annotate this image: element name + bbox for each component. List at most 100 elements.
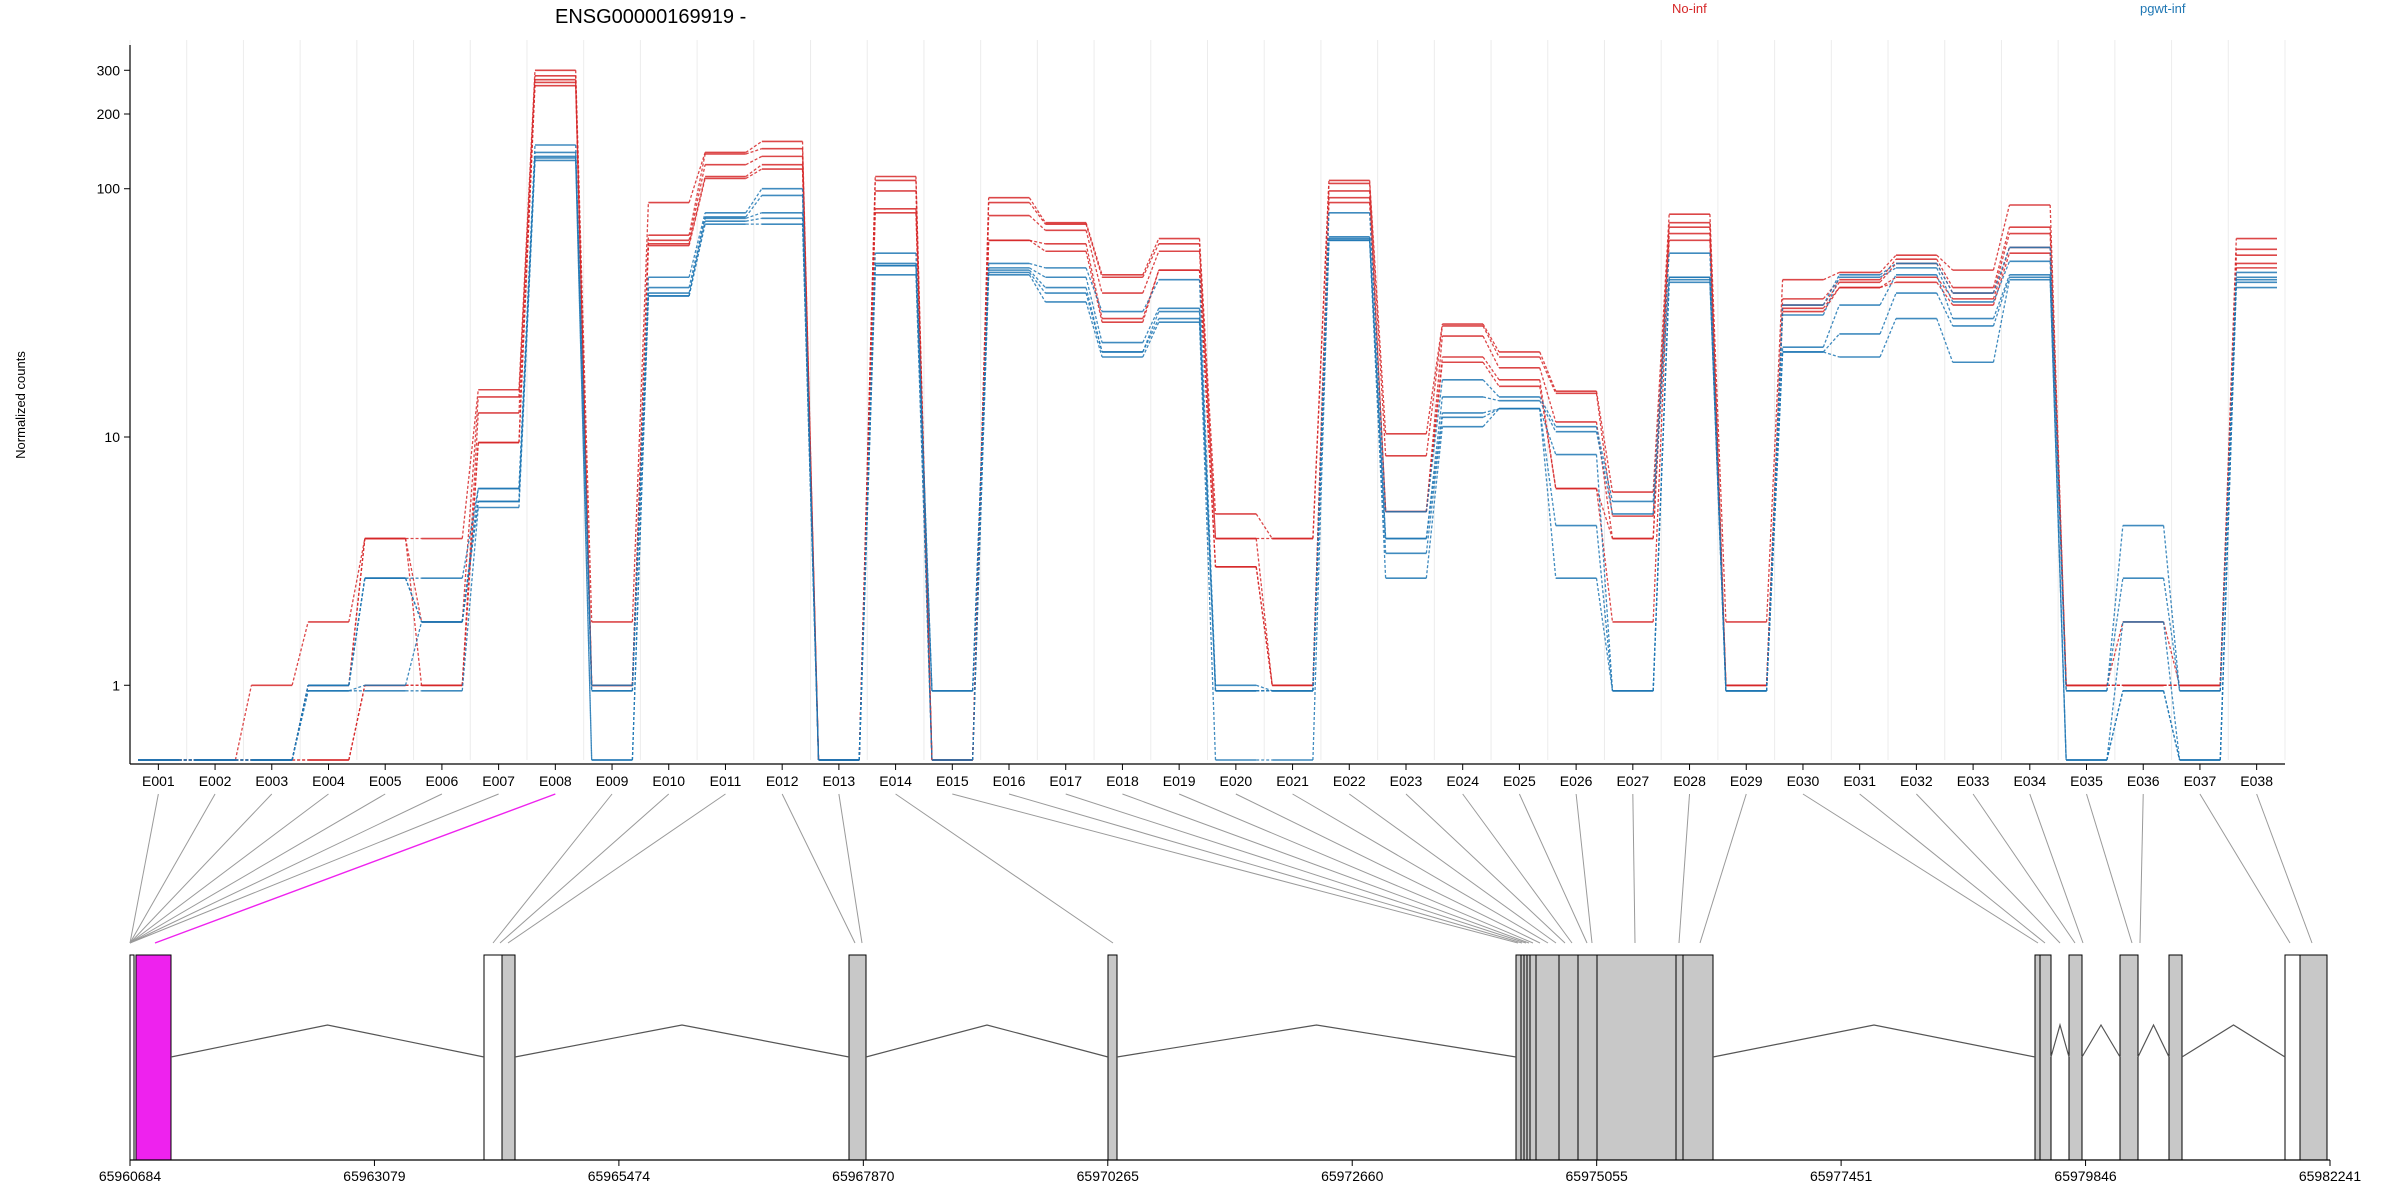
series-transition — [461, 488, 479, 579]
x-tick-label-e019: E019 — [1163, 773, 1196, 789]
series-transition — [1822, 276, 1840, 316]
series-transition — [461, 396, 479, 622]
x-tick-label-e034: E034 — [2013, 773, 2046, 789]
series-transition — [1085, 230, 1103, 294]
x-tick-label-e004: E004 — [312, 773, 345, 789]
series-transition — [518, 152, 536, 489]
connector-e025 — [1518, 793, 1588, 944]
series-transition — [1709, 282, 1727, 691]
series-transition — [745, 148, 763, 155]
series-transition — [1198, 318, 1217, 691]
x-tick-label-e013: E013 — [823, 773, 856, 789]
series-transition — [1028, 269, 1046, 288]
series-transition — [1992, 247, 2011, 300]
series-transition — [631, 295, 650, 761]
series-transition — [1539, 351, 1557, 392]
x-tick-label-e012: E012 — [766, 773, 799, 789]
x-tick-label-e018: E018 — [1106, 773, 1139, 789]
series-transition — [1425, 323, 1443, 434]
series-transition — [1085, 223, 1103, 278]
series-transition — [1879, 267, 1897, 278]
series-transition — [348, 578, 366, 686]
series-transition — [1142, 307, 1160, 343]
series-transition — [461, 507, 479, 691]
connector-e011 — [507, 793, 726, 944]
series-transition — [858, 274, 876, 761]
series-transition — [1142, 321, 1160, 358]
series-transition — [1085, 251, 1103, 323]
genomic-tick-label: 65977451 — [1810, 1168, 1873, 1184]
connector-e012 — [781, 793, 856, 944]
connector-e014 — [895, 793, 1114, 944]
x-tick-label-e016: E016 — [993, 773, 1026, 789]
series-transition — [1823, 351, 1840, 358]
series-transition — [688, 164, 706, 241]
series-transition — [2162, 621, 2181, 761]
series-transition — [745, 217, 762, 222]
series-transition — [1879, 292, 1897, 335]
series-transition — [1482, 335, 1500, 369]
x-tick-label-e024: E024 — [1446, 773, 1479, 789]
series-transition — [1198, 251, 1217, 539]
series-transition — [1709, 253, 1727, 691]
series-transition — [1595, 488, 1614, 622]
connector-e004 — [129, 793, 329, 944]
series-transition — [291, 621, 309, 686]
series-transition — [1595, 488, 1614, 539]
series-transition — [1028, 202, 1046, 225]
series-transition — [1936, 254, 1954, 271]
series-transition — [1936, 258, 1954, 288]
series-transition — [348, 538, 366, 623]
y-tick-label: 10 — [104, 429, 120, 445]
series-transition — [915, 265, 933, 761]
series-transition — [1029, 239, 1046, 245]
series-transition — [1482, 396, 1500, 402]
series-transition — [1425, 396, 1443, 539]
series-transition — [1652, 282, 1670, 691]
series-transition — [1539, 408, 1557, 455]
x-tick-label-e011: E011 — [710, 773, 742, 789]
intron-line — [2050, 1022, 2070, 1058]
series-transition — [348, 684, 366, 692]
x-tick-label-e001: E001 — [142, 773, 175, 789]
series-transition — [688, 176, 706, 244]
series-transition — [1029, 262, 1046, 269]
x-tick-label-e014: E014 — [879, 773, 912, 789]
series-transition — [688, 212, 706, 278]
connector-e017 — [1065, 793, 1527, 944]
series-transition — [575, 156, 593, 691]
series-transition — [2106, 690, 2124, 761]
y-tick-label: 300 — [97, 62, 121, 78]
series-transition — [1595, 393, 1614, 517]
series-transition — [1879, 281, 1897, 289]
series-transition — [1368, 183, 1387, 456]
intron-line — [1116, 1024, 1517, 1058]
series-transition — [1992, 277, 2011, 327]
genomic-tick-label: 65972660 — [1321, 1168, 1384, 1184]
x-tick-label-e033: E033 — [1957, 773, 1990, 789]
genomic-tick-label: 65982241 — [2299, 1168, 2362, 1184]
x-tick-label-e035: E035 — [2070, 773, 2103, 789]
connector-e033 — [1972, 793, 2076, 944]
series-transition — [631, 245, 650, 686]
series-transition — [1652, 240, 1670, 622]
series-transition — [1822, 274, 1840, 306]
exon-block — [2068, 954, 2083, 1161]
exon-block — [1577, 954, 1598, 1161]
series-transition — [2162, 621, 2181, 686]
connector-e016 — [1008, 793, 1523, 944]
series-transition — [1879, 254, 1897, 273]
x-tick-label-e031: E031 — [1843, 773, 1876, 789]
chart-title: ENSG00000169919 - — [555, 6, 746, 28]
series-transition — [2049, 279, 2067, 761]
x-tick-label-e023: E023 — [1390, 773, 1423, 789]
series-transition — [1879, 318, 1897, 358]
series-transition — [1085, 267, 1103, 312]
exon-block — [1558, 954, 1579, 1161]
x-tick-label-e007: E007 — [482, 773, 515, 789]
connector-e020 — [1235, 793, 1541, 944]
series-transition — [972, 270, 990, 691]
series-transition — [745, 195, 763, 218]
series-transition — [1822, 287, 1840, 309]
x-tick-label-e027: E027 — [1616, 773, 1649, 789]
